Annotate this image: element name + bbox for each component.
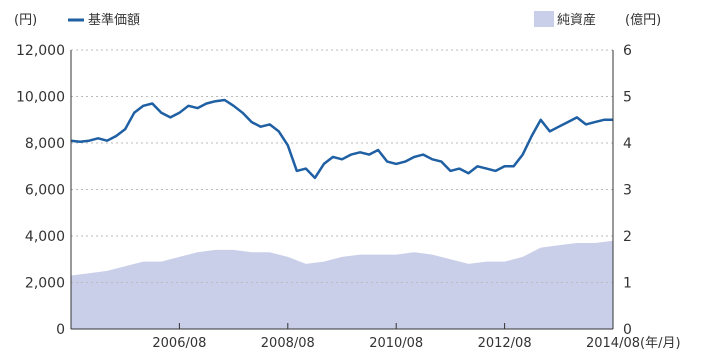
left-tick-label: 12,000: [16, 43, 65, 59]
assets-legend-label: 純資産: [557, 12, 596, 28]
right-tick-label: 1: [623, 276, 632, 292]
right-tick-label: 5: [623, 90, 632, 106]
left-tick-label: 10,000: [16, 90, 65, 106]
nav-line-layer: [70, 98, 613, 180]
left-axis-unit: (円): [14, 13, 37, 28]
nav-line: [70, 98, 613, 180]
x-tick-label: 2012/08: [478, 336, 532, 351]
right-tick-label: 0: [623, 322, 632, 338]
tick-label-layer: 0 2,000 4,000 6,000 8,000 10,000 12,000 0 1 2 3 4 5 6…: [16, 43, 640, 351]
x-tick-label: 2014/08: [586, 336, 640, 351]
right-tick-label: 6: [623, 43, 632, 59]
grid-layer: [71, 49, 613, 283]
left-tick-label: 8,000: [25, 136, 65, 152]
left-tick-label: 2,000: [25, 276, 65, 292]
x-tick-label: 2010/08: [369, 336, 423, 351]
left-tick-label: 0: [56, 322, 65, 338]
x-tick-label: 2006/08: [152, 336, 206, 351]
assets-legend-swatch: [534, 11, 554, 27]
right-axis-unit: (億円): [625, 12, 661, 28]
x-tick-label: 2008/08: [261, 336, 315, 351]
nav-legend-label: 基準価額: [88, 12, 140, 28]
axis-layer: [70, 50, 614, 330]
right-tick-label: 3: [623, 183, 632, 199]
x-axis-unit: (年/月): [640, 336, 681, 351]
left-tick-label: 6,000: [25, 183, 65, 199]
left-tick-label: 4,000: [25, 229, 65, 245]
assets-area: [71, 240, 613, 329]
assets-area-layer: [71, 240, 613, 329]
right-tick-label: 2: [623, 229, 632, 245]
right-tick-label: 4: [623, 136, 632, 152]
